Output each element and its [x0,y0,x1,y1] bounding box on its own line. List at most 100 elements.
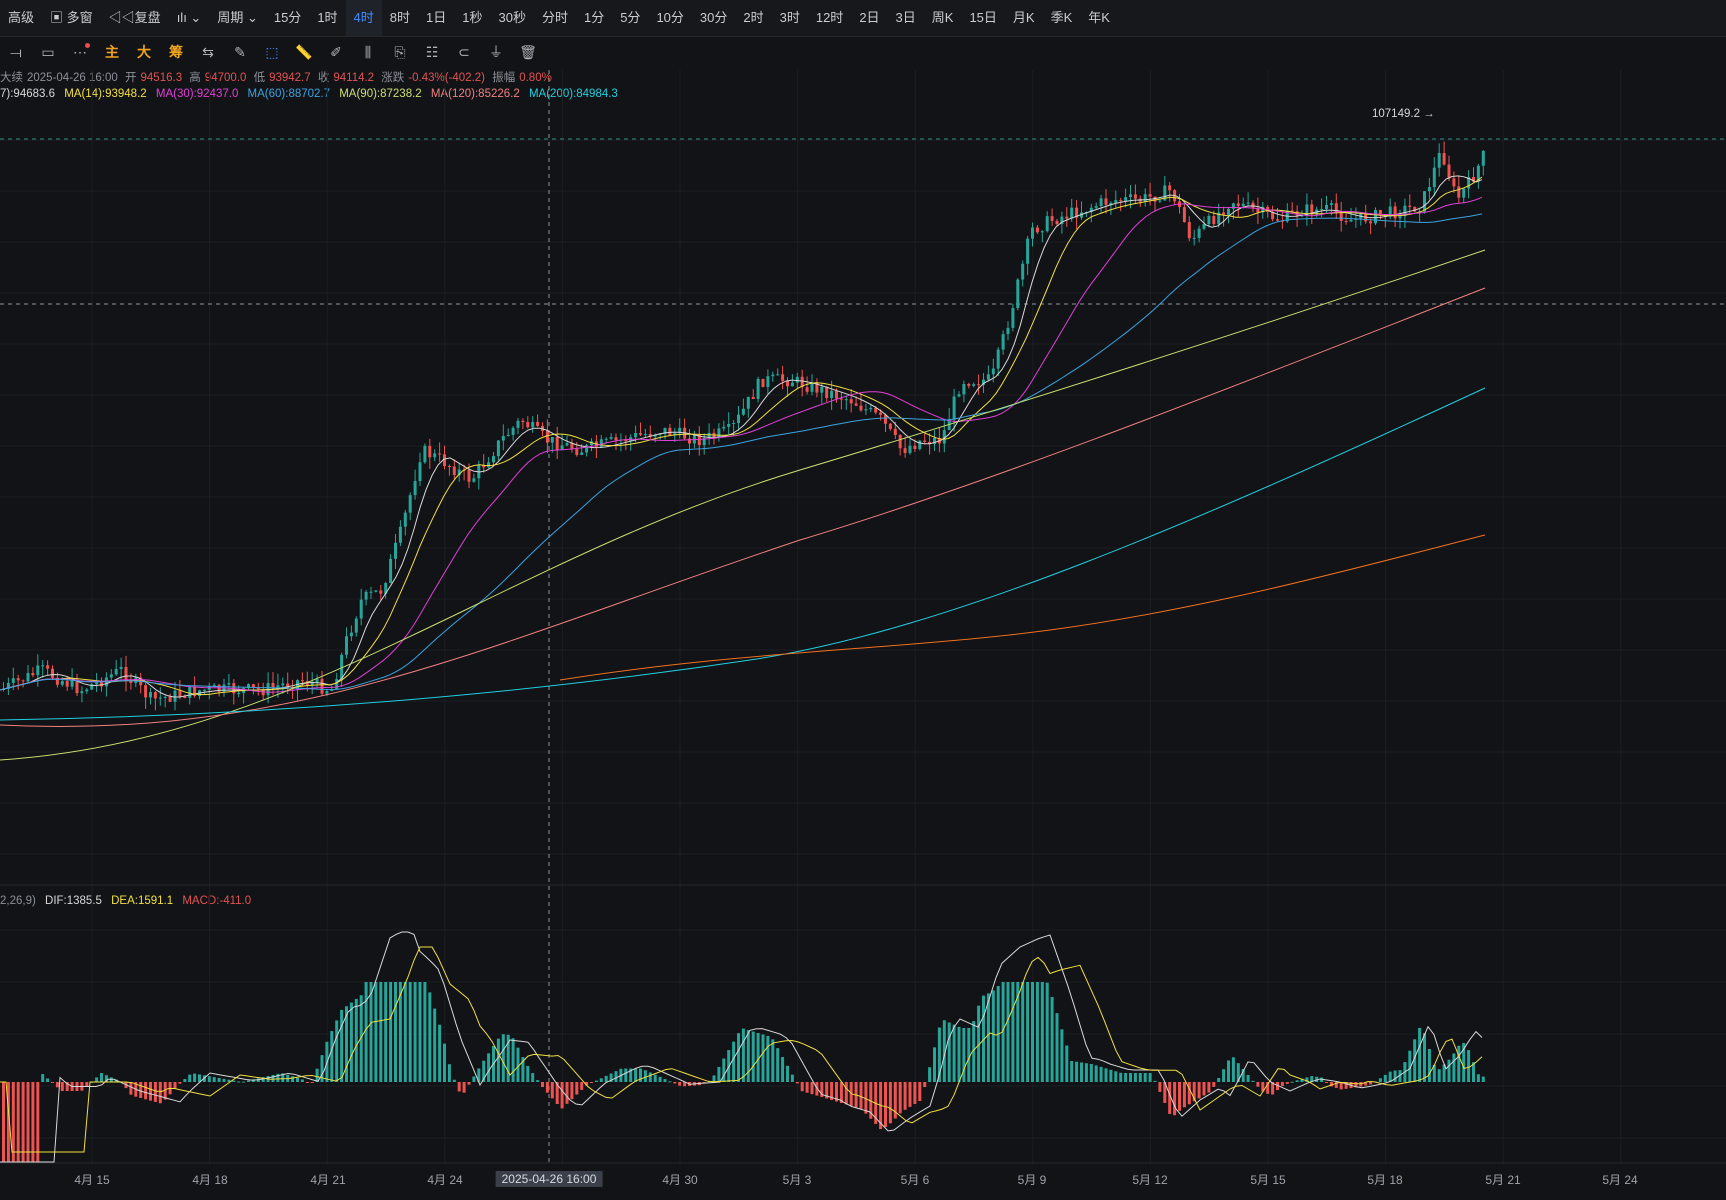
candle-body [1374,209,1377,224]
candle-body [1119,200,1123,202]
horizontal-line-icon[interactable]: ⟞ [10,43,22,60]
x-label: 5月 12 [1132,1173,1168,1187]
select-icon[interactable]: ⬚ [265,43,279,60]
period-4h[interactable]: 4时 [345,0,382,36]
macd-bar [487,1053,491,1082]
chips-button[interactable]: 筹 [169,44,183,60]
candle-body [6,682,10,689]
magnet-icon[interactable]: ⊂ [458,43,470,60]
advanced-button[interactable]: 高级 [8,10,35,25]
macd-bar [364,982,368,1082]
candle-body [16,678,20,681]
clipboard-icon[interactable]: ⎘ [394,43,406,60]
period-12h[interactable]: 12时 [815,10,844,25]
macd-bar [859,1082,863,1109]
macd-bar [986,993,990,1082]
candle-body [884,414,887,424]
x-label: 4月 18 [192,1173,228,1187]
macd-bar [511,1038,515,1082]
period-month[interactable]: 月K [1012,10,1035,25]
large-order-button[interactable]: 大 [137,44,151,60]
candle-body [1310,204,1314,215]
x-label: 5月 3 [782,1173,812,1187]
macd-bar [1241,1069,1245,1082]
macd-bar [1305,1077,1309,1082]
period-3h[interactable]: 3时 [779,10,800,25]
replay-button[interactable]: ◁◁复盘 [108,10,161,25]
candle-body [80,691,84,694]
macd-bar [541,1082,544,1088]
period-1h[interactable]: 1时 [317,10,338,25]
candle-body [1050,216,1054,221]
period-timeshare[interactable]: 分时 [541,10,568,25]
main-indicator-button[interactable]: 主 [105,44,119,60]
macd-bar [942,1020,946,1082]
macd-bar [374,982,378,1082]
candle-body [570,443,574,450]
filter-icon[interactable]: ⏚ [489,44,503,60]
candle-body [158,697,162,699]
period-15d[interactable]: 15日 [969,10,997,25]
macd-bar [928,1067,932,1082]
ma7-line [0,175,1483,698]
period-10m[interactable]: 10分 [656,10,684,25]
period-quarter[interactable]: 季K [1050,10,1073,25]
pen-icon[interactable]: ✐ [330,43,342,60]
period-3d[interactable]: 3日 [895,10,916,25]
macd-bar [1437,1069,1441,1082]
macd-bar [408,982,412,1082]
template-icon[interactable]: ☷ [425,43,439,60]
period-1s[interactable]: 1秒 [462,10,483,25]
period-8h[interactable]: 8时 [389,10,411,25]
draw-settings-icon[interactable]: ✎ [234,43,246,60]
macd-bar [918,1082,922,1102]
macd-bar [242,1081,246,1083]
period-1m[interactable]: 1分 [583,10,605,25]
period-2h[interactable]: 2时 [743,10,764,25]
candle-body [433,453,437,458]
macd-bar [1246,1074,1250,1082]
candle-body [732,422,736,424]
indicator-icon[interactable]: ⫼ [364,43,372,60]
macd-bar [212,1077,216,1082]
macd-bar [1457,1045,1461,1082]
macd-bar [95,1077,99,1082]
candle-body [1158,200,1162,202]
period-2d[interactable]: 2日 [859,10,880,25]
candle-body [168,696,172,702]
period-5m[interactable]: 5分 [620,10,641,25]
low-value: 93942.7 [269,72,311,84]
macd-bar [1467,1050,1471,1082]
macd-bar [506,1034,510,1082]
chart-type-button[interactable]: ılı ⌄ [169,0,210,36]
period-15m[interactable]: 15分 [273,10,302,25]
macd-bar [104,1075,108,1082]
period-dropdown[interactable]: 周期 ⌄ [217,10,258,25]
period-year[interactable]: 年K [1088,10,1110,25]
period-30m[interactable]: 30分 [699,10,728,25]
macd-bar [55,1082,59,1088]
rectangle-icon[interactable]: ▭ [41,43,55,60]
candle-body [364,591,368,600]
more-icon[interactable]: ⋯ [64,37,96,67]
macd-bar [423,982,427,1082]
ruler-icon[interactable]: 📏 [295,43,313,60]
compare-icon[interactable]: ⇆ [202,43,214,60]
period-30s[interactable]: 30秒 [498,10,526,25]
period-1d[interactable]: 1日 [426,10,447,25]
macd-bar [320,1055,324,1082]
macd-bar [624,1068,628,1082]
period-week[interactable]: 周K [931,10,954,25]
candle-body [1026,238,1030,264]
candle-body [550,436,554,443]
candle-body [1065,216,1069,219]
trash-icon[interactable]: 🗑 [519,43,537,60]
candle-body [315,678,319,683]
macd-bar [1413,1039,1417,1082]
candle-body [634,433,638,438]
multi-window-button[interactable]: ▣ 多窗 [50,10,93,25]
candle-body [1129,194,1132,198]
candle-body [1378,209,1382,216]
period-toolbar: 高级 ▣ 多窗 ◁◁复盘 ılı ⌄ 周期 ⌄ 15分 1时 4时 8时 1日 … [0,0,1726,37]
